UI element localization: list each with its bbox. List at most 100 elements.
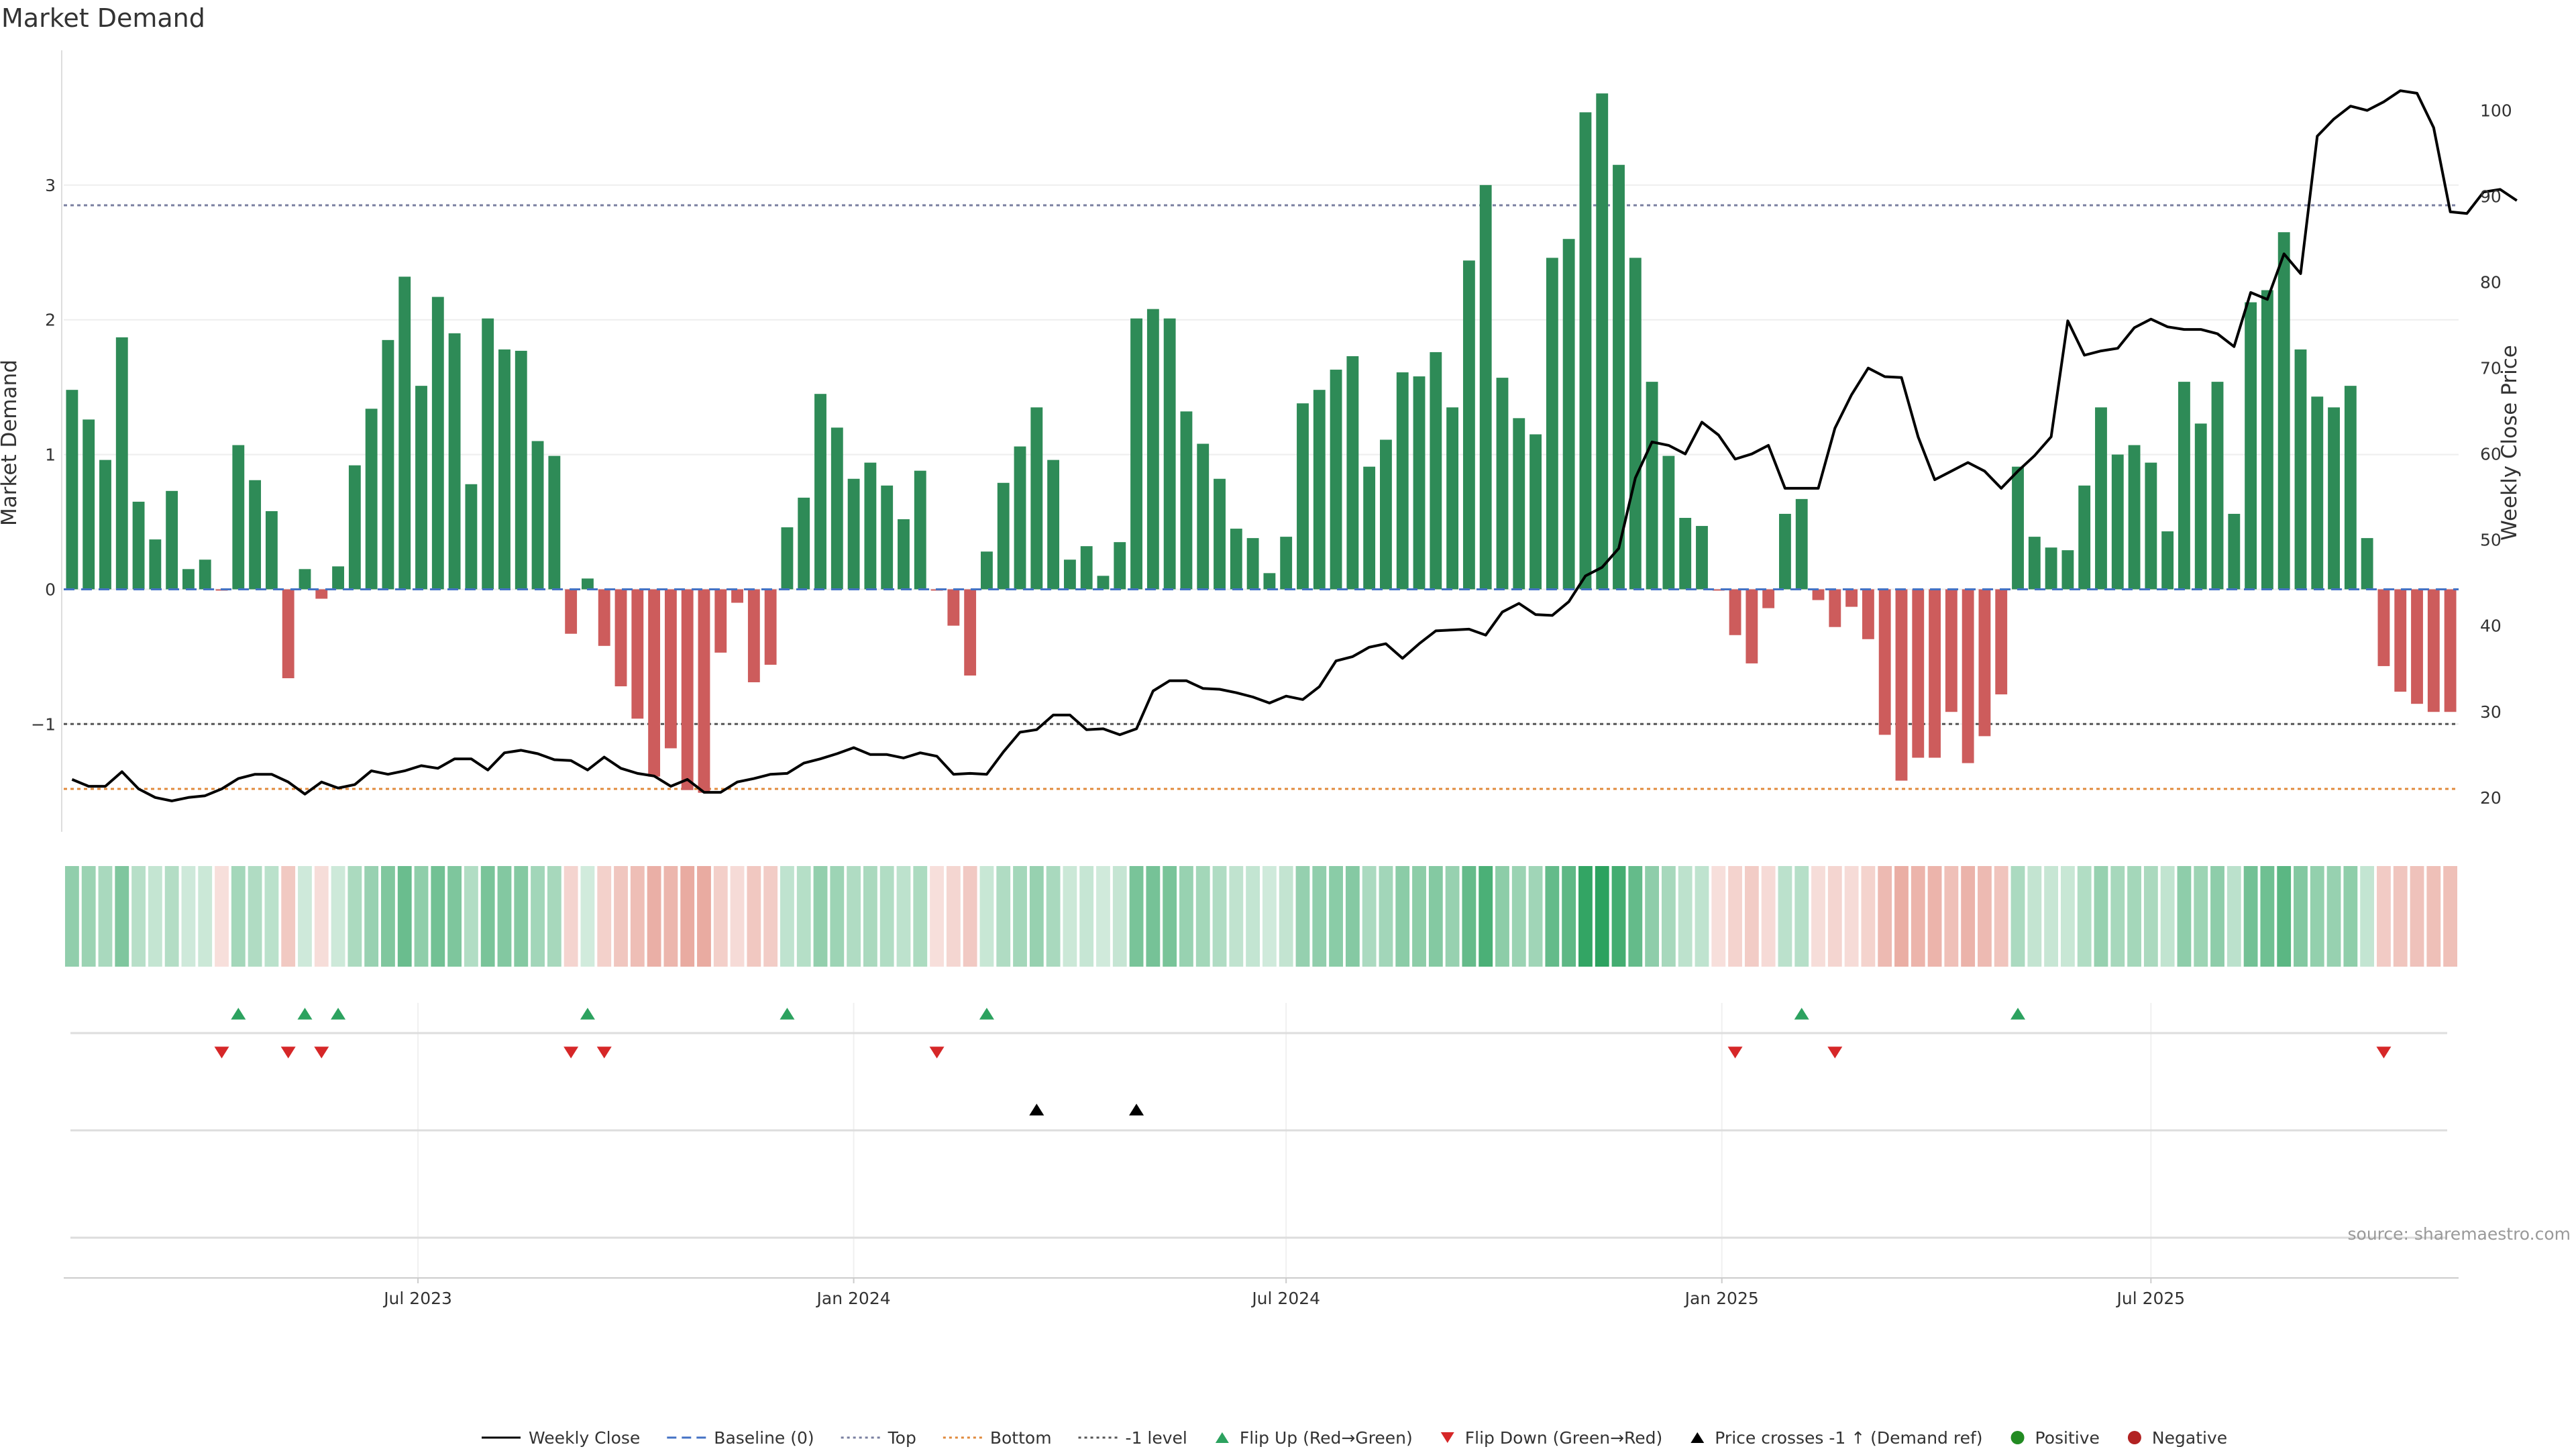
heat-cell	[1578, 866, 1593, 967]
y-tick-label: 2	[45, 311, 56, 330]
demand-bar	[132, 501, 145, 590]
source-note: source: sharemaestro.com	[2348, 1224, 2571, 1244]
heat-cell	[963, 866, 977, 967]
demand-bar	[614, 589, 627, 687]
heat-cell	[1479, 866, 1493, 967]
demand-bar	[1380, 439, 1392, 590]
heat-cell	[597, 866, 612, 967]
demand-bar	[1712, 589, 1725, 591]
demand-bar	[1562, 239, 1575, 590]
demand-bar	[1895, 589, 1908, 781]
heat-cell	[979, 866, 994, 967]
heat-cell	[697, 866, 711, 967]
heat-cell	[81, 866, 96, 967]
demand-bar	[1762, 589, 1775, 608]
legend-label: Flip Up (Red→Green)	[1240, 1428, 1413, 1448]
heat-cell	[2310, 866, 2324, 967]
heat-cell	[1495, 866, 1509, 967]
heat-cell	[1511, 866, 1526, 967]
demand-bar	[515, 350, 527, 590]
demand-bar	[1313, 390, 1326, 590]
demand-bar	[2427, 589, 2440, 712]
x-tick-label: Jan 2025	[1684, 1289, 1759, 1308]
flip-up-marker	[580, 1008, 595, 1020]
heat-cell	[1329, 866, 1343, 967]
demand-bar	[398, 276, 411, 590]
heat-cell	[763, 866, 778, 967]
heat-cell	[2110, 866, 2125, 967]
flip-down-marker	[1827, 1046, 1843, 1059]
heat-cell	[1778, 866, 1792, 967]
heat-cell	[1146, 866, 1161, 967]
heat-cell	[2143, 866, 2158, 967]
demand-bar	[415, 386, 427, 590]
demand-bar	[1114, 542, 1126, 590]
heat-cell	[830, 866, 845, 967]
demand-bar	[1479, 184, 1492, 590]
legend-swatch	[1215, 1432, 1229, 1443]
demand-bar	[1396, 372, 1409, 590]
demand-bar	[881, 485, 894, 590]
demand-bar	[565, 589, 578, 634]
demand-bar	[731, 589, 743, 603]
demand-bar	[864, 462, 877, 590]
demand-bar	[1047, 460, 1060, 590]
demand-bar	[1529, 434, 1542, 590]
heat-cell	[164, 866, 179, 967]
demand-bars	[64, 93, 2459, 793]
demand-bar	[2411, 589, 2423, 704]
heat-cell	[580, 866, 595, 967]
demand-bar	[997, 482, 1010, 590]
heat-cell	[215, 866, 229, 967]
demand-bar	[2377, 589, 2390, 666]
demand-bar	[2161, 531, 2174, 590]
heat-cell	[1794, 866, 1809, 967]
legend-swatch	[1440, 1432, 1454, 1443]
left-axis-ticks: 3 2 1 0 −1	[31, 176, 56, 734]
demand-bar	[2261, 290, 2273, 590]
demand-bar	[249, 480, 262, 590]
demand-bar	[66, 390, 78, 590]
heat-cell	[1678, 866, 1693, 967]
x-axis: Jul 2023 Jan 2024 Jul 2024 Jan 2025 Jul 2025	[64, 1277, 2459, 1308]
heat-cell	[630, 866, 645, 967]
heat-cell	[64, 866, 79, 967]
demand-bar	[2444, 589, 2457, 712]
demand-bar	[498, 349, 511, 590]
x-tick-label: Jan 2024	[816, 1289, 891, 1308]
demand-bar	[1197, 443, 1210, 590]
demand-bar	[830, 427, 843, 590]
heat-cell	[1262, 866, 1277, 967]
heat-cell	[547, 866, 561, 967]
weekly-close-line	[71, 89, 2518, 802]
heat-cell	[198, 866, 213, 967]
demand-bar	[1579, 112, 1592, 590]
heat-cell	[1395, 866, 1410, 967]
heat-cell	[447, 866, 462, 967]
heat-cell	[2343, 866, 2358, 967]
flip-up-marker	[2010, 1008, 2026, 1020]
demand-bar	[1929, 589, 1941, 758]
demand-bar	[2277, 232, 2290, 590]
demand-bar	[1829, 589, 1841, 627]
heat-cell	[2426, 866, 2441, 967]
demand-bar	[1862, 589, 1874, 639]
flip-down-marker	[564, 1046, 579, 1059]
demand-bar	[2394, 589, 2407, 692]
demand-bar	[1912, 589, 1925, 758]
legend-label: Top	[888, 1428, 916, 1448]
demand-bar	[964, 589, 977, 676]
y2-tick-label: 60	[2480, 445, 2502, 464]
heat-cell	[414, 866, 429, 967]
demand-bar	[1845, 589, 1858, 607]
heat-cell	[497, 866, 512, 967]
demand-bar	[947, 589, 960, 626]
heat-cell	[614, 866, 628, 967]
reference-levels	[64, 204, 2459, 790]
demand-bar	[648, 589, 661, 777]
demand-bar	[2078, 485, 2091, 590]
heat-cell	[847, 866, 861, 967]
heat-cell	[713, 866, 728, 967]
heat-cell	[1744, 866, 1759, 967]
